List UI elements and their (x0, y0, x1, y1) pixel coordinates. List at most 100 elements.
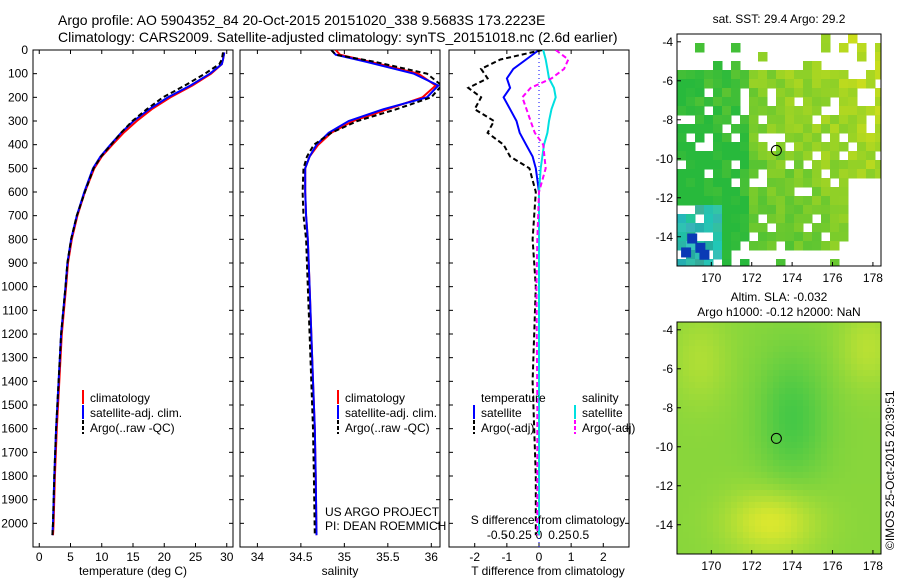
sla-cell (695, 430, 702, 437)
sla-cell (731, 502, 738, 509)
sla-cell (773, 340, 780, 347)
sla-cell (689, 352, 696, 359)
sla-cell (791, 382, 798, 389)
sla-cell (863, 358, 870, 365)
sla-cell (779, 352, 786, 359)
sla-cell (743, 460, 750, 467)
sla-cell (869, 406, 876, 413)
sst-cell (695, 106, 705, 116)
sst-cell (677, 79, 687, 89)
sla-cell (875, 466, 881, 473)
sla-cell (779, 490, 786, 497)
lat-tick-label: -12 (656, 479, 674, 493)
sst-cell (758, 142, 768, 152)
sst-cell (704, 151, 714, 161)
x-tick-label: 34 (251, 550, 265, 564)
sla-cell (833, 352, 840, 359)
sla-cell (683, 460, 690, 467)
sst-cell (758, 241, 768, 251)
sla-cell (731, 412, 738, 419)
sla-cell (833, 496, 840, 503)
sla-cell (827, 544, 834, 551)
sla-cell (737, 352, 744, 359)
sla-cell (857, 436, 864, 443)
sla-cell (869, 484, 876, 491)
sla-cell (821, 442, 828, 449)
sst-cell (731, 151, 741, 161)
x-tick-label: 20 (158, 550, 172, 564)
sst-cell (731, 97, 741, 107)
sla-cell (803, 412, 810, 419)
sst-cell (803, 70, 813, 80)
sla-cell (863, 406, 870, 413)
series-line-argo-raw-qc- (51, 52, 224, 536)
sla-cell (791, 340, 798, 347)
sla-cell (749, 454, 756, 461)
sst-cell (740, 151, 750, 161)
sla-cell (761, 508, 768, 515)
sla-cell (701, 436, 708, 443)
sla-cell (719, 526, 726, 533)
sla-cell (857, 364, 864, 371)
sla-cell (863, 382, 870, 389)
sla-cell (737, 346, 744, 353)
sst-cell (704, 160, 714, 170)
sla-cell (869, 334, 876, 341)
sla-cell (797, 502, 804, 509)
sla-cell (821, 538, 828, 545)
sst-cell (821, 223, 831, 233)
sla-cell (857, 382, 864, 389)
sla-cell (791, 388, 798, 395)
sla-cell (827, 424, 834, 431)
sla-cell (833, 322, 840, 329)
sla-cell (743, 418, 750, 425)
sla-cell (779, 400, 786, 407)
sst-cell (785, 79, 795, 89)
project-line-1: US ARGO PROJECT (325, 505, 440, 519)
sst-map-panel: sat. SST: 29.4 Argo: 29.2 170 172 174 176 17… (656, 12, 884, 285)
sla-cell (773, 544, 780, 551)
sla-cell (725, 478, 732, 485)
sla-cell (785, 502, 792, 509)
sst-cell (713, 106, 723, 116)
sla-cell (779, 496, 786, 503)
sla-cell (833, 376, 840, 383)
sla-cell (797, 532, 804, 539)
sla-cell (791, 442, 798, 449)
sla-cell (689, 412, 696, 419)
sst-cell (812, 124, 822, 134)
sla-cell (779, 328, 786, 335)
sst-cell (740, 169, 750, 179)
sla-cell (707, 502, 714, 509)
sla-cell (833, 442, 840, 449)
sla-cell (821, 484, 828, 491)
sla-cell (713, 514, 720, 521)
sla-cell (839, 412, 846, 419)
sst-cell (713, 97, 723, 107)
sla-cell (809, 460, 816, 467)
sst-cell (875, 169, 881, 179)
sla-argo-position-marker (770, 432, 782, 444)
sst-cell (758, 196, 768, 206)
sla-cell (809, 412, 816, 419)
sla-cell (809, 526, 816, 533)
sla-cell (719, 424, 726, 431)
sla-cell (827, 520, 834, 527)
sla-cell (851, 496, 858, 503)
sla-cell (845, 496, 852, 503)
sst-cell (839, 232, 849, 242)
sla-cell (683, 376, 690, 383)
sla-cell (737, 328, 744, 335)
sst-cell (731, 142, 741, 152)
sla-cell (785, 454, 792, 461)
sla-cell (719, 472, 726, 479)
sla-cell (839, 514, 846, 521)
sla-cell (737, 538, 744, 545)
sla-cell (869, 352, 876, 359)
sst-cell (839, 205, 849, 215)
sla-cell (677, 544, 684, 551)
sla-cell (677, 448, 684, 455)
sst-cell (758, 124, 768, 134)
sla-cell (701, 532, 708, 539)
sla-cell (803, 358, 810, 365)
